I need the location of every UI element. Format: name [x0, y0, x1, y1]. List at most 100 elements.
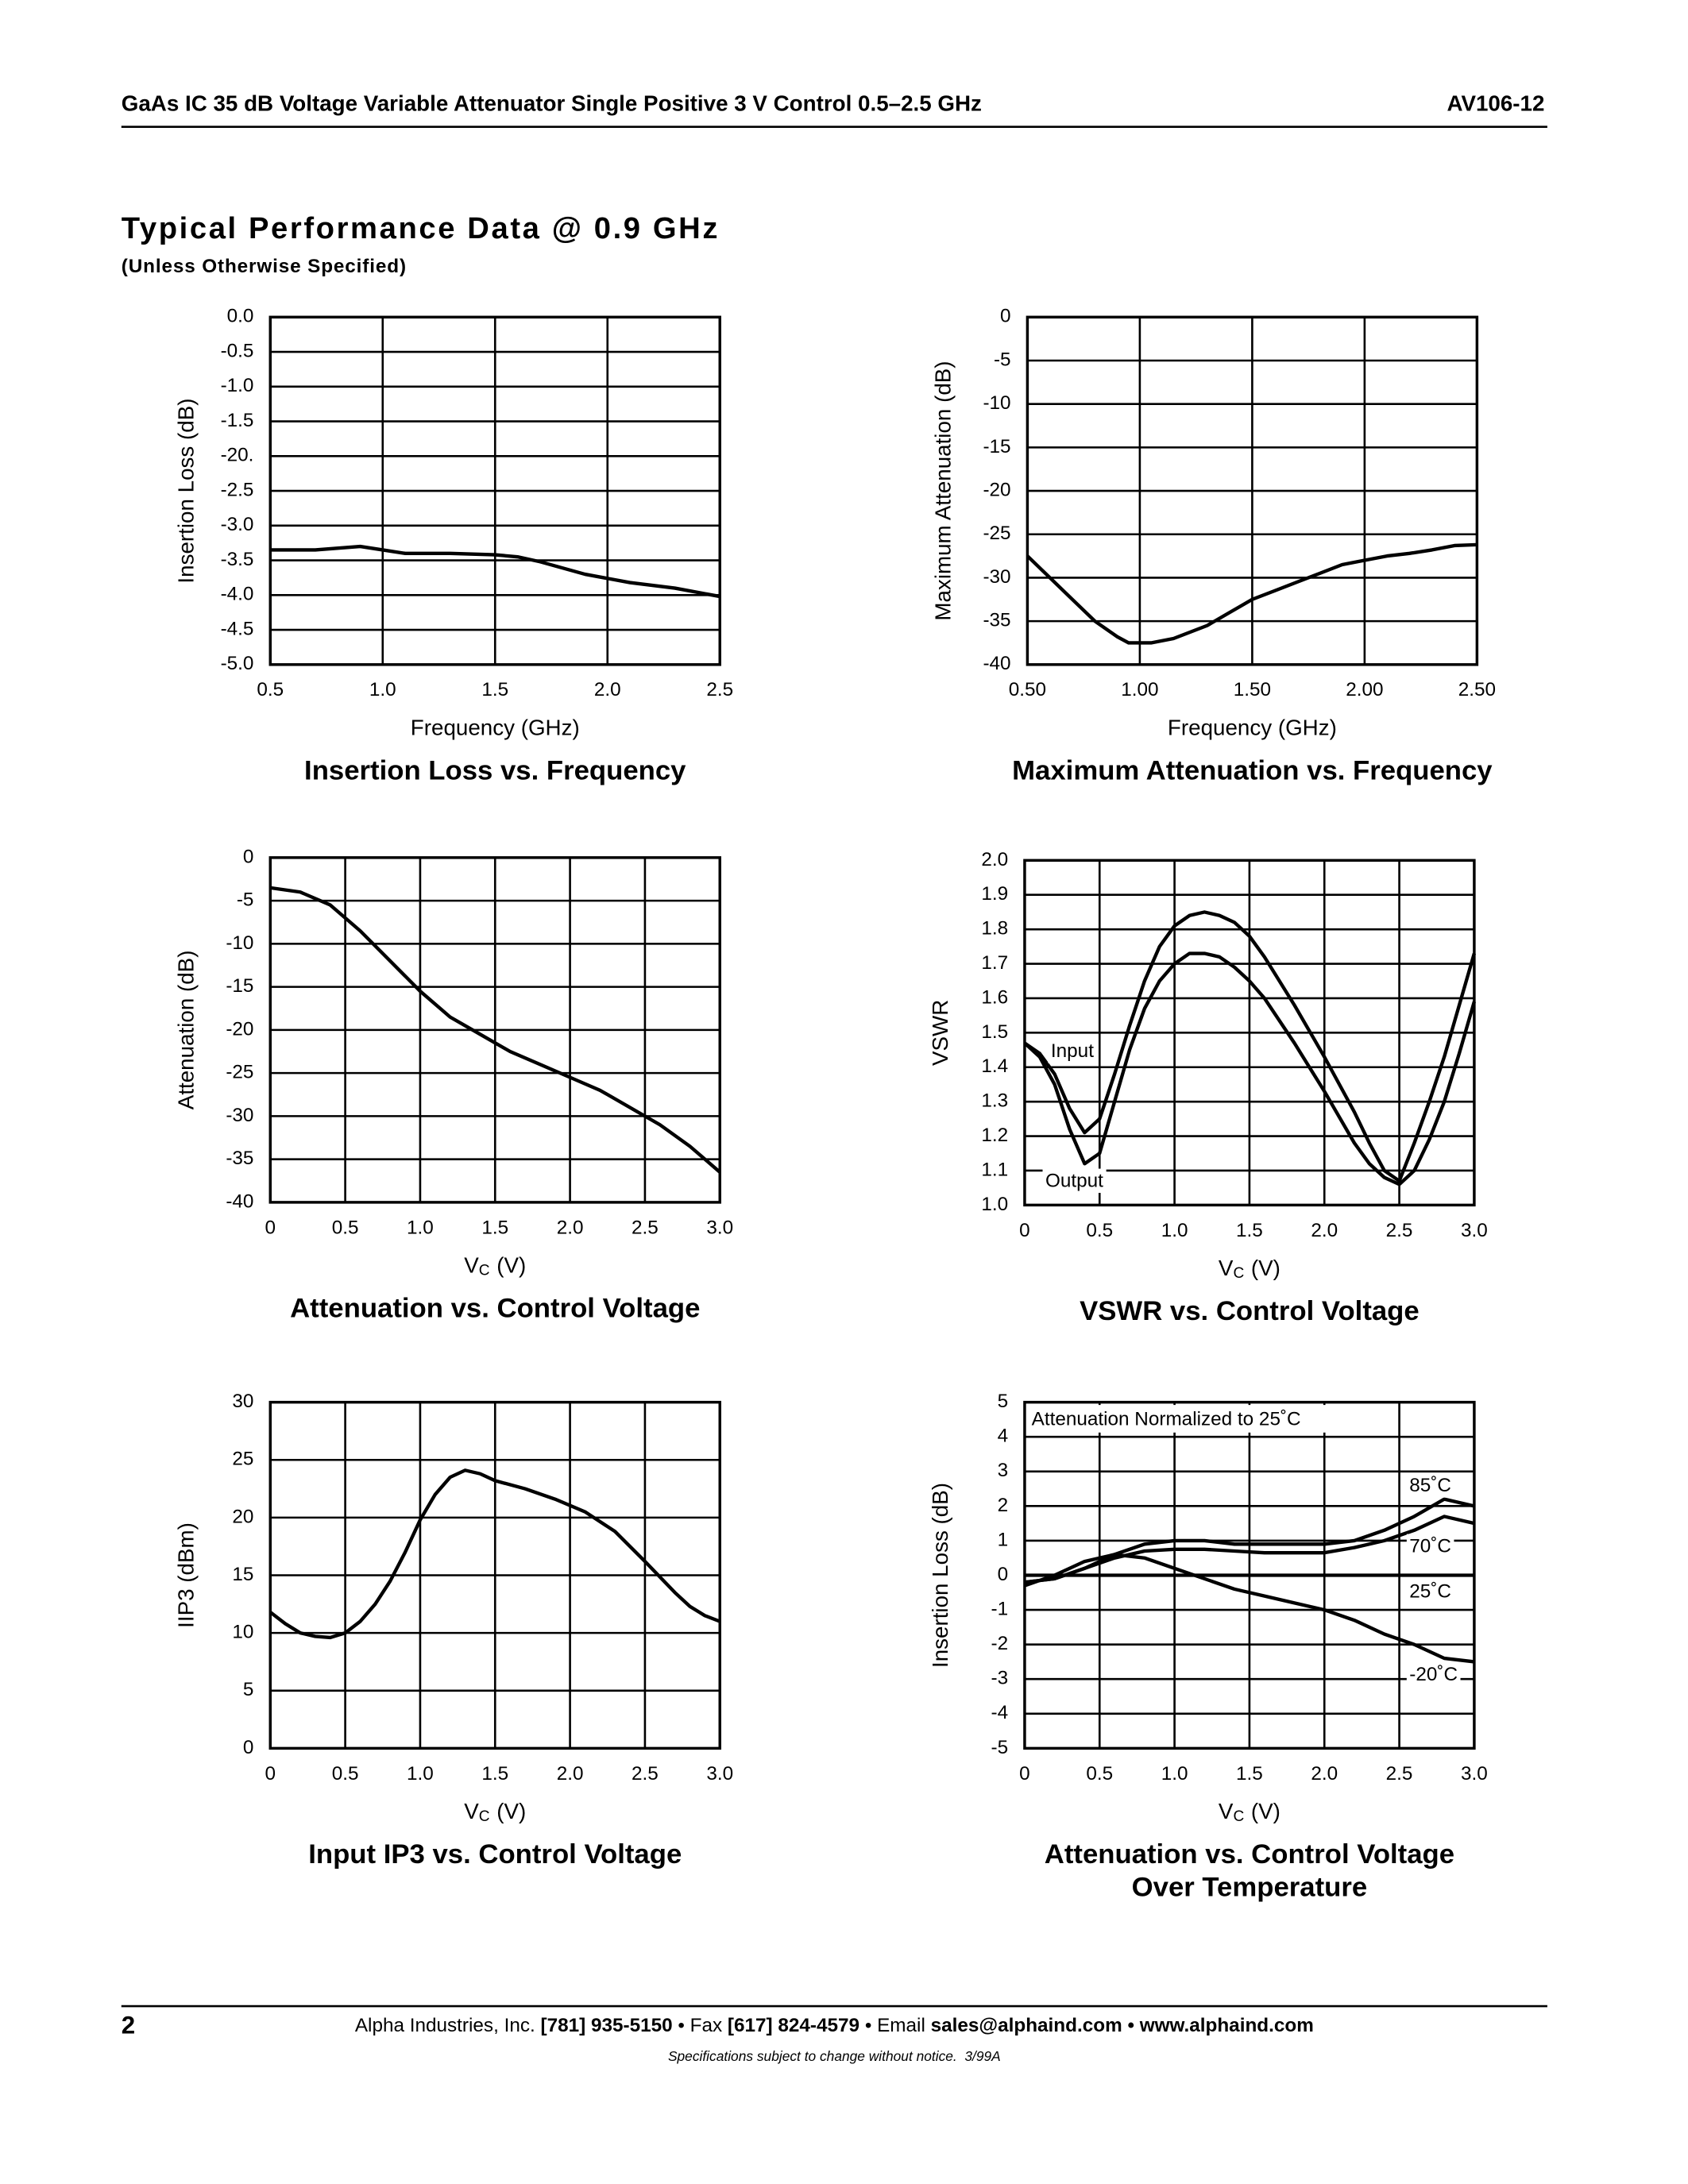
chart-title: Input IP3 vs. Control Voltage — [308, 1839, 682, 1870]
y-tick-label: 25 — [232, 1449, 253, 1470]
y-tick-label: -4.0 — [221, 584, 254, 605]
y-tick-label: -1.0 — [221, 375, 254, 396]
chart-title: Attenuation vs. Control Voltage — [1045, 1839, 1454, 1870]
x-axis-label-symbol: V — [464, 1799, 479, 1823]
series-label-bg — [1406, 1534, 1454, 1559]
x-axis-label: Frequency (GHz) — [1168, 716, 1337, 740]
chart-title-line2: Over Temperature — [1132, 1873, 1368, 1903]
x-axis-label: VC (V) — [464, 1253, 526, 1279]
y-tick-label: 1.2 — [981, 1125, 1008, 1146]
x-tick-label: 1.5 — [1236, 1220, 1263, 1241]
y-tick-label: -15 — [226, 975, 253, 997]
y-tick-label: -5 — [991, 1737, 1008, 1758]
series-label-bg — [1406, 1662, 1461, 1687]
x-axis-label: VC (V) — [1219, 1799, 1280, 1825]
x-tick-label: 3.0 — [1461, 1220, 1488, 1241]
contact-segment: • Email — [859, 2016, 931, 2037]
contact-segment: • Fax — [673, 2016, 728, 2037]
y-tick-label: 20 — [232, 1506, 253, 1527]
y-tick-label: -25 — [983, 523, 1010, 544]
y-tick-label: 5 — [243, 1679, 254, 1700]
section-subtitle: (Unless Otherwise Specified) — [122, 256, 407, 277]
y-tick-label: -4 — [991, 1702, 1008, 1723]
x-tick-label: 2.0 — [1311, 1763, 1338, 1785]
series-label-bg — [1406, 1473, 1454, 1498]
charts: 0.0 -0.5 -1.0 -1.5 -20. -2.5 -3.0 -3.5 -4.0 -4.5 -… — [173, 306, 1496, 1903]
x-tick-label: 2.00 — [1346, 679, 1383, 700]
y-tick-label: -20 — [983, 479, 1010, 500]
y-tick-label: 0 — [1000, 306, 1011, 327]
y-tick-label: -5.0 — [221, 653, 254, 674]
x-tick-label: 2.5 — [632, 1763, 659, 1785]
y-tick-label: 2 — [998, 1495, 1009, 1516]
y-tick-label: -20. — [221, 445, 254, 466]
y-tick-label: -2 — [991, 1633, 1008, 1654]
x-axis-label-unit: (V) — [1251, 1256, 1280, 1280]
data-line — [1024, 1515, 1475, 1584]
x-tick-label: 1.0 — [407, 1763, 434, 1785]
y-tick-label: -2.5 — [221, 479, 254, 500]
series-label: 25˚C — [1409, 1581, 1451, 1603]
x-tick-label: 1.50 — [1234, 679, 1271, 700]
x-tick-label: 0.5 — [1086, 1763, 1113, 1785]
x-tick-label: 2.5 — [1386, 1763, 1413, 1785]
annotation: Attenuation Normalized to 25˚C — [1032, 1409, 1301, 1430]
y-tick-label: -10 — [226, 932, 253, 954]
y-tick-label: -10 — [983, 392, 1010, 414]
y-tick-label: -5 — [237, 889, 254, 911]
y-axis-label: Insertion Loss (dB) — [173, 399, 198, 584]
y-tick-label: 3 — [998, 1460, 1009, 1481]
chart: 0 -5 -10 -15 -20 -25 -30 -35 -40 0.50 1.00 1.50 2.00… — [931, 306, 1496, 786]
data-line — [1026, 542, 1477, 645]
y-tick-label: 0 — [998, 1564, 1009, 1585]
y-tick-label: -3.5 — [221, 549, 254, 570]
contact-segment: [617] 824-4579 — [728, 2016, 859, 2037]
plot-frame — [268, 856, 721, 1204]
y-tick-label: -40 — [983, 653, 1010, 674]
x-axis-label-symbol: V — [464, 1253, 479, 1278]
chart: 5 4 3 2 1 0 -1 -2 -3 -4 -5 0 0.5 1.0 1.5 2.0 2.5 3.0 Inser… — [928, 1391, 1488, 1903]
x-tick-label: 0.50 — [1009, 679, 1046, 700]
y-tick-label: -3.0 — [221, 514, 254, 535]
y-tick-label: 15 — [232, 1564, 253, 1585]
data-line — [1023, 951, 1476, 1187]
y-axis-label: Insertion Loss (dB) — [928, 1483, 952, 1668]
x-tick-label: 3.0 — [1461, 1763, 1488, 1785]
y-tick-label: -35 — [226, 1148, 253, 1169]
x-tick-label: 1.0 — [407, 1217, 434, 1238]
chart: 0 -5 -10 -15 -20 -25 -30 -35 -40 0 0.5 1.0 1.5 2.0 2.5… — [173, 846, 733, 1323]
y-tick-label: 2.0 — [981, 849, 1008, 870]
chart: 1.0 1.1 1.2 1.3 1.4 1.5 1.6 1.7 1.8 1.9 2.0 0 0.5 1.0… — [928, 849, 1488, 1326]
y-tick-label: -30 — [226, 1105, 253, 1126]
y-tick-label: -4.5 — [221, 618, 254, 639]
chart: 0.0 -0.5 -1.0 -1.5 -20. -2.5 -3.0 -3.5 -4.0 -4.5 -… — [173, 306, 733, 786]
x-tick-label: 1.0 — [1161, 1220, 1188, 1241]
series-label-bg — [1042, 1168, 1107, 1194]
plot-frame — [1026, 315, 1479, 666]
y-tick-label: 1.4 — [981, 1055, 1008, 1077]
x-axis-label: VC (V) — [1219, 1256, 1280, 1282]
data-line — [268, 1468, 721, 1640]
y-tick-label: 0.0 — [227, 306, 254, 327]
x-tick-label: 2.50 — [1458, 679, 1496, 700]
data-line — [1024, 1553, 1475, 1664]
x-axis-label: VC (V) — [464, 1799, 526, 1825]
series-label: -20˚C — [1409, 1664, 1458, 1685]
data-line — [1023, 910, 1476, 1183]
x-axis-label-unit: (V) — [496, 1253, 526, 1278]
data-line — [270, 544, 720, 599]
contact-segment: sales@alphaind.com • www.alphaind.com — [931, 2016, 1314, 2037]
x-tick-label: 1.0 — [1161, 1763, 1188, 1785]
chart-title: Maximum Attenuation vs. Frequency — [1012, 755, 1493, 785]
chart: 0 5 10 15 20 25 30 0 0.5 1.0 1.5 2.0 2.5 3.0 IIP3 (dBm… — [173, 1391, 733, 1870]
y-tick-label: 1.9 — [981, 883, 1008, 905]
x-axis-label: Frequency (GHz) — [411, 716, 580, 740]
y-tick-label: 0 — [243, 846, 254, 867]
x-tick-label: 3.0 — [706, 1217, 733, 1238]
y-axis-label: VSWR — [928, 1000, 952, 1066]
x-tick-label: 2.5 — [632, 1217, 659, 1238]
y-tick-label: 1.6 — [981, 986, 1008, 1008]
y-tick-label: -5 — [994, 349, 1011, 370]
contact-segment: Alpha Industries, Inc. — [355, 2016, 541, 2037]
